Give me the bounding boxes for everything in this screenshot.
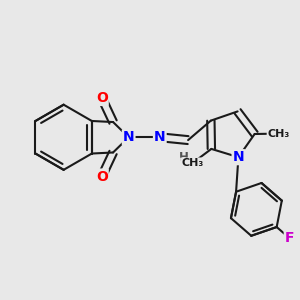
- Text: O: O: [96, 91, 108, 105]
- Text: CH₃: CH₃: [181, 158, 203, 168]
- Text: F: F: [285, 231, 294, 245]
- Text: N: N: [123, 130, 134, 144]
- Text: N: N: [154, 130, 166, 144]
- Text: H: H: [179, 151, 189, 164]
- Text: N: N: [232, 150, 244, 164]
- Text: O: O: [96, 169, 108, 184]
- Text: CH₃: CH₃: [268, 129, 290, 139]
